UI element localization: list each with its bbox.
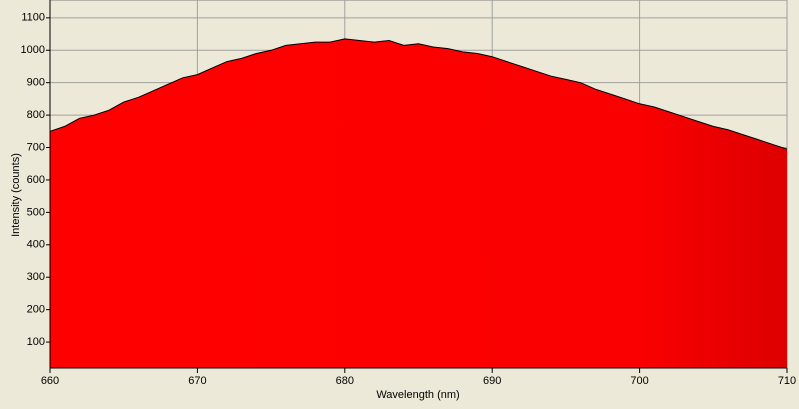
y-axis-title: Intensity (counts) — [10, 153, 22, 237]
x-tick-label: 680 — [336, 375, 354, 387]
y-tick-label: 400 — [27, 239, 45, 251]
y-tick-label: 600 — [27, 174, 45, 186]
y-tick-label: 200 — [27, 304, 45, 316]
x-axis-title: Wavelength (nm) — [376, 389, 459, 401]
line — [49, 38, 788, 150]
x-tick-label: 690 — [483, 375, 501, 387]
x-tick-label: 670 — [188, 375, 206, 387]
y-tick-label: 300 — [27, 271, 45, 283]
x-tick-label: 660 — [41, 375, 59, 387]
x-tick-label: 700 — [630, 375, 648, 387]
y-tick-label: 1100 — [21, 12, 45, 24]
x-tick-label: 710 — [778, 375, 796, 387]
y-tick-label: 100 — [27, 336, 45, 348]
y-tick-label: 800 — [27, 109, 45, 121]
y-tick-label: 500 — [27, 206, 45, 218]
y-tick-label: 900 — [27, 77, 45, 89]
y-tick-label: 1000 — [21, 44, 45, 56]
area — [50, 38, 787, 369]
y-tick-label: 700 — [27, 141, 45, 153]
